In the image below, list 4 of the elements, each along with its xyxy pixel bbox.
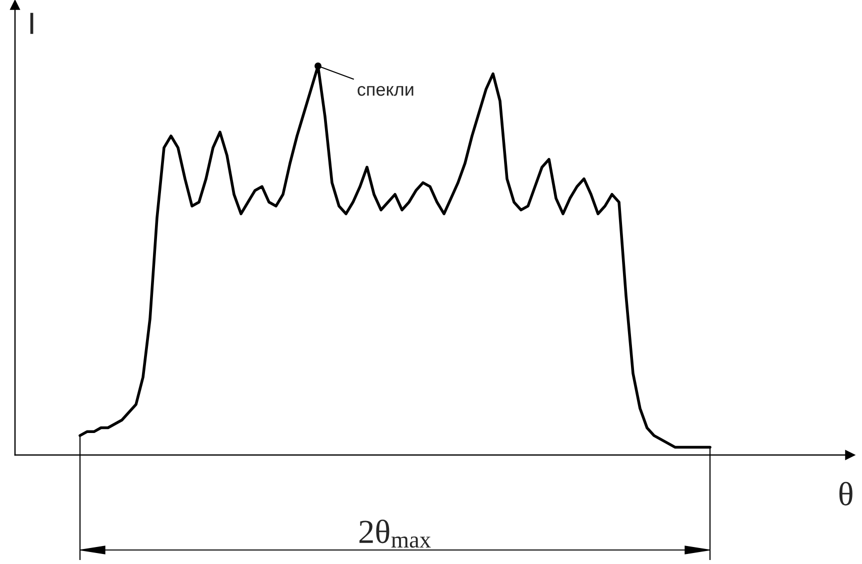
y-axis-title: I [30, 12, 34, 34]
annotation: спекли [358, 86, 414, 96]
x-axis-title: θ [839, 482, 852, 506]
text: 2θ$_{max}$ [359, 520, 431, 548]
